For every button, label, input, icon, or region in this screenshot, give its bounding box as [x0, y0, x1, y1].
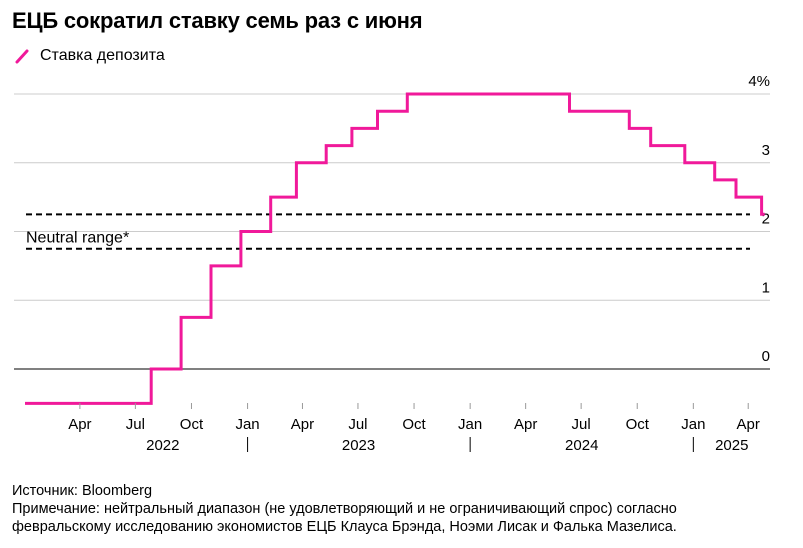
year-label: 2022 — [146, 437, 179, 454]
x-tick-label: Jan — [235, 416, 259, 433]
y-tick-label: 3 — [762, 142, 770, 159]
legend: Ставка депозита — [14, 46, 165, 66]
footnote-line-2: февральскому исследованию экономистов ЕЦ… — [12, 519, 677, 535]
y-tick-label: 0 — [762, 348, 770, 365]
x-tick-label: Apr — [68, 416, 91, 433]
year-label: 2025 — [715, 437, 748, 454]
legend-label: Ставка депозита — [40, 47, 165, 64]
x-tick-label: Apr — [291, 416, 314, 433]
legend-swatch-icon — [14, 46, 30, 66]
year-label: 2023 — [342, 437, 375, 454]
x-tick-label: Jul — [572, 416, 591, 433]
x-tick-label: Jan — [681, 416, 705, 433]
x-tick-label: Apr — [514, 416, 537, 433]
y-tick-label: 1 — [762, 279, 770, 296]
x-tick-label: Apr — [737, 416, 760, 433]
x-tick-label: Oct — [402, 416, 426, 433]
deposit-rate-line — [25, 92, 765, 405]
source-note: Источник: Bloomberg — [12, 483, 153, 499]
footnote-line-1: Примечание: нейтральный диапазон (не удо… — [12, 501, 677, 517]
y-tick-label: 4% — [748, 73, 770, 90]
year-label: 2024 — [565, 437, 598, 454]
x-tick-label: Jan — [458, 416, 482, 433]
y-tick-label: 2 — [762, 211, 770, 228]
x-tick-label: Oct — [180, 416, 204, 433]
x-tick-label: Jul — [126, 416, 145, 433]
x-tick-label: Oct — [626, 416, 650, 433]
x-tick-label: Jul — [348, 416, 367, 433]
chart-title: ЕЦБ сократил ставку семь раз с июня — [12, 8, 423, 33]
neutral-range-label: Neutral range* — [26, 229, 129, 246]
footer: Источник: Bloomberg Примечание: нейтраль… — [12, 482, 677, 536]
